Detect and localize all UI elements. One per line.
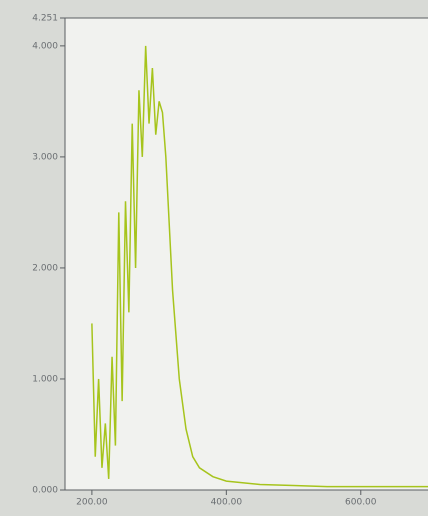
- x-tick-label: 200.00: [76, 498, 108, 508]
- chart: 0.000 1.000 2.000 3.000 4.000 4.251 200.00 400.…: [0, 0, 428, 516]
- y-tick-label: 1.000: [32, 374, 58, 384]
- y-tick-label: 4.000: [32, 41, 58, 51]
- x-tick-label: 400.00: [211, 498, 243, 508]
- y-tick-label: 0.000: [32, 486, 58, 496]
- y-tick-label: 4.251: [32, 14, 58, 24]
- y-tick-label: 3.000: [32, 152, 58, 162]
- x-tick-label: 600.00: [345, 498, 377, 508]
- y-tick-label: 2.000: [32, 263, 58, 273]
